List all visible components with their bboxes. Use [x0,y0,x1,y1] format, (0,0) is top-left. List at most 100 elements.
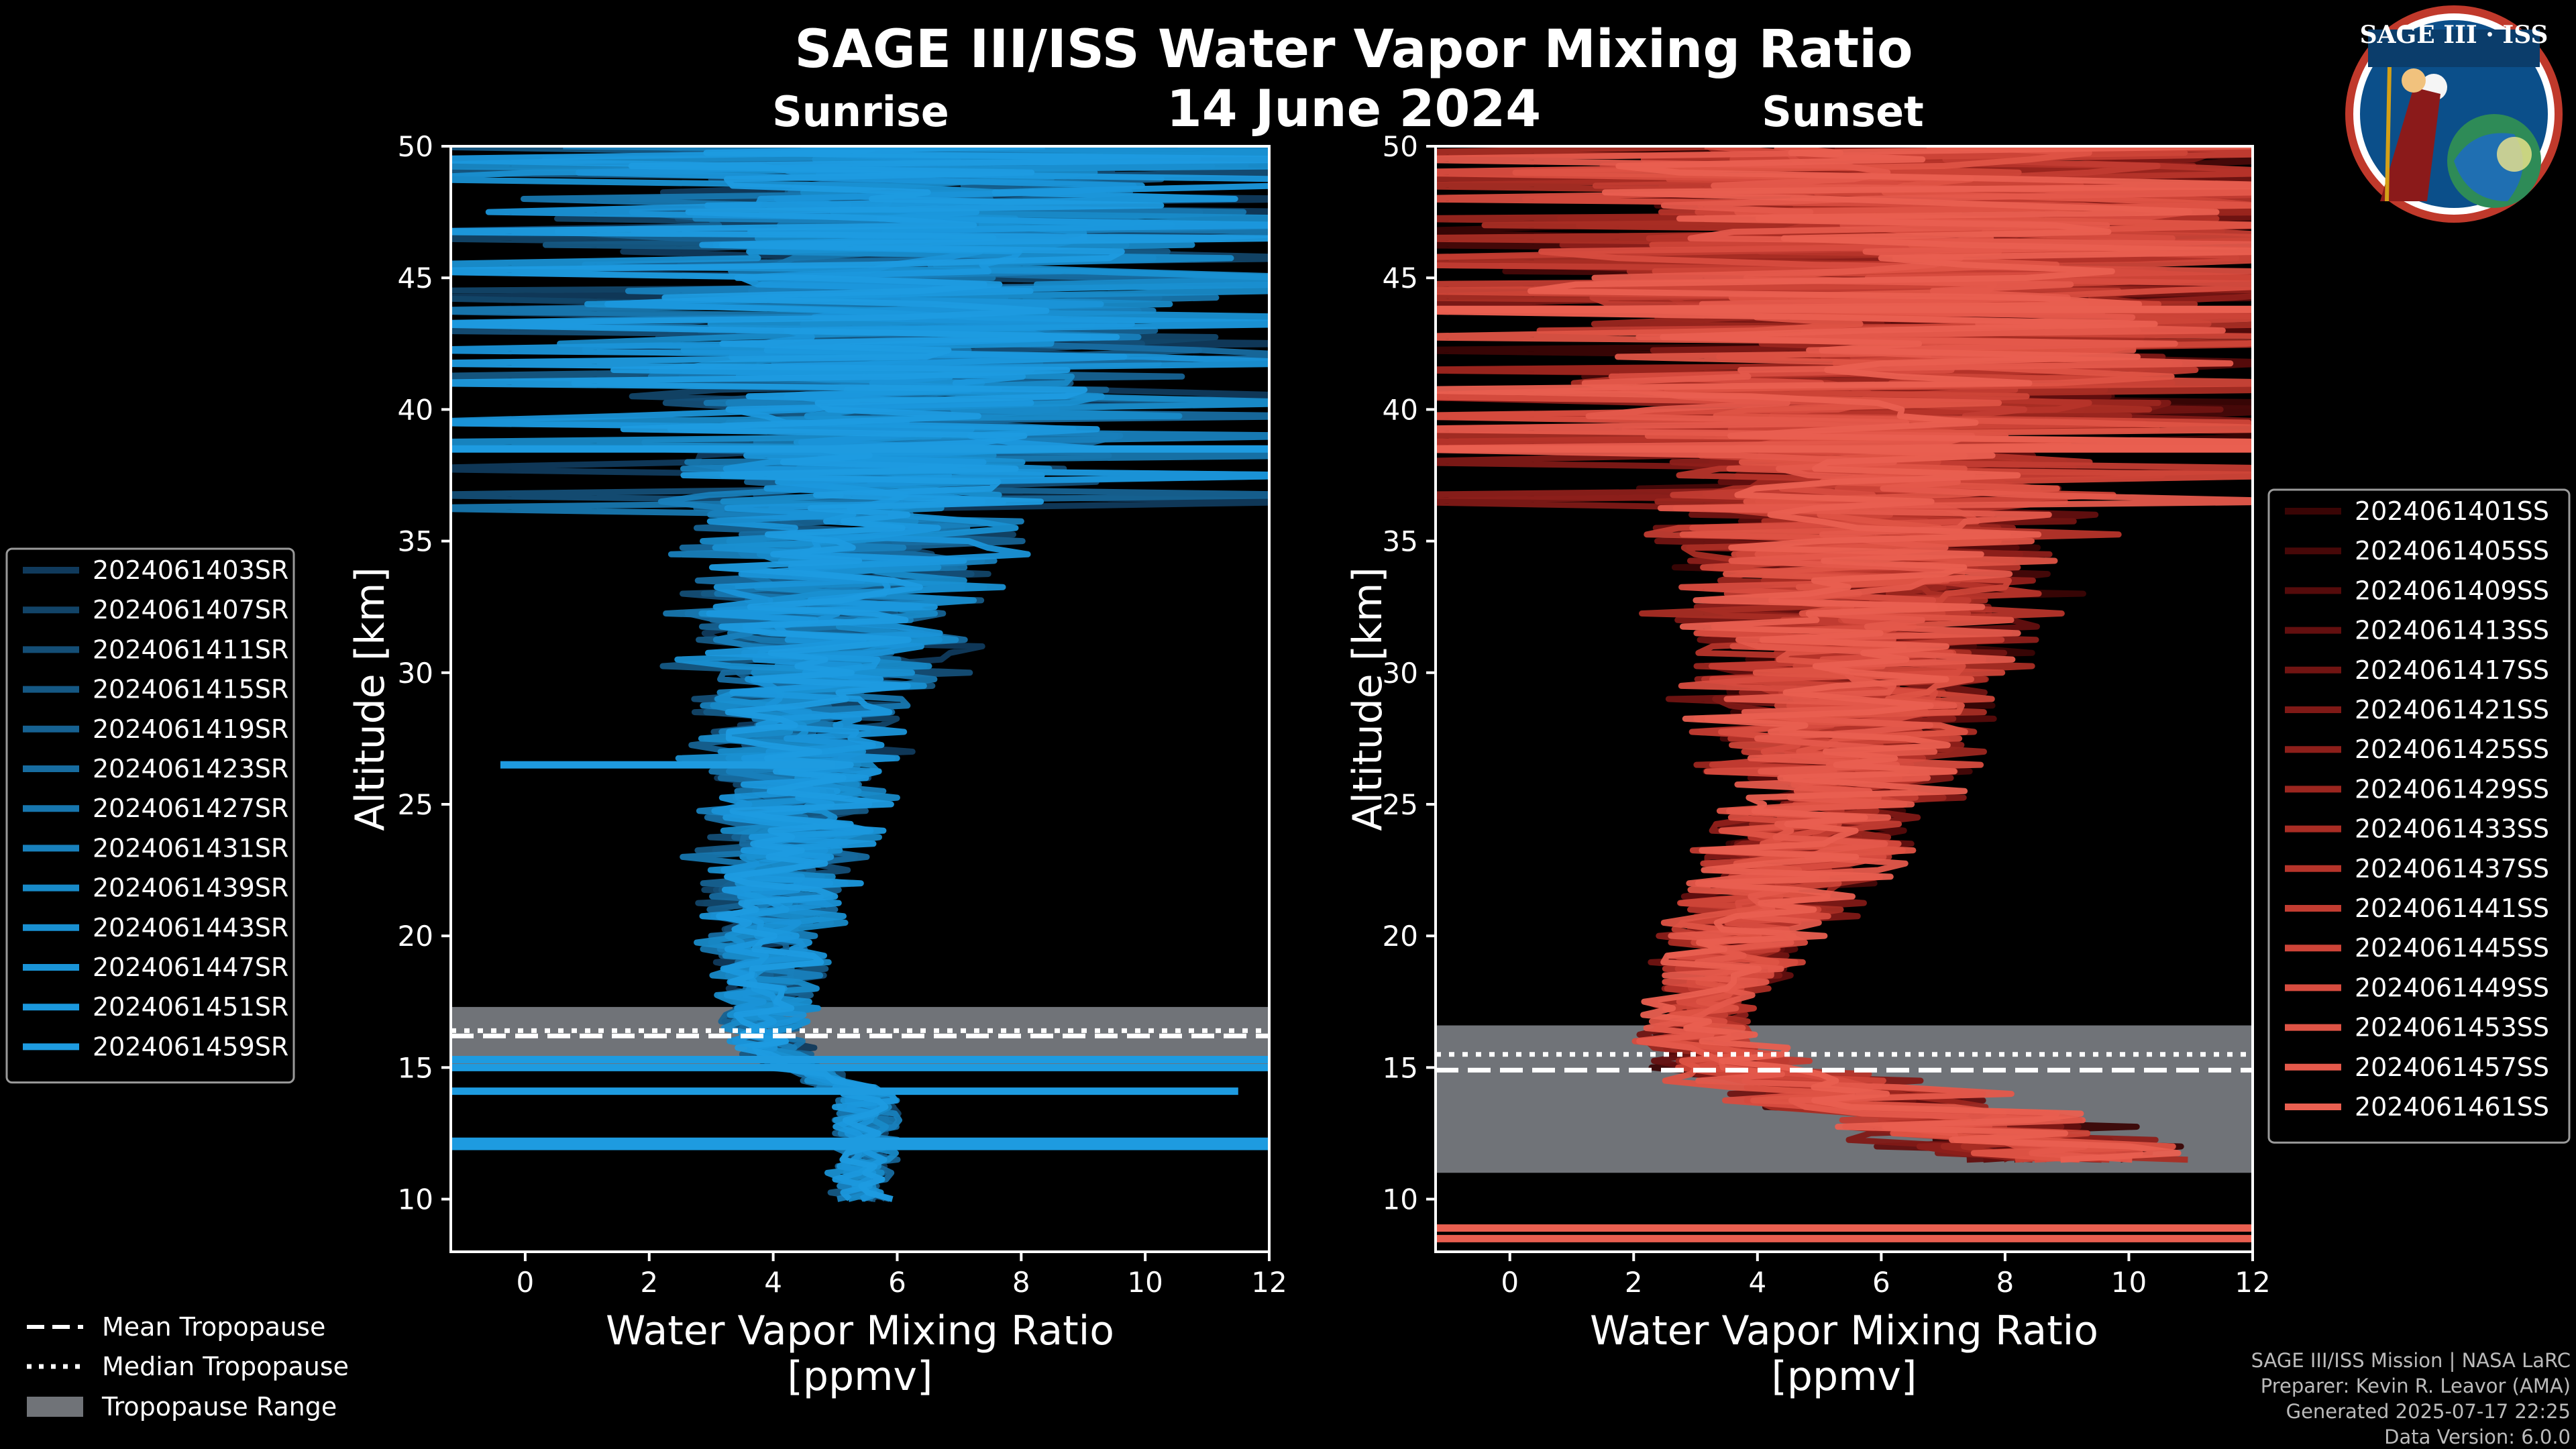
x-axis-unit: [ppmv] [788,1353,933,1400]
plot-content [451,146,1269,1202]
y-tick-label: 20 [398,920,433,953]
tropopause-range-label: Tropopause Range [101,1392,337,1421]
y-axis-label: Altitude [km] [1344,567,1391,831]
y-tick-label: 15 [398,1051,433,1084]
y-tick-label: 50 [1383,130,1418,163]
legend-item-label: 2024061419SR [93,714,288,744]
tropopause-range-swatch [27,1397,83,1417]
y-tick-label: 45 [398,262,433,294]
legend-item-label: 2024061409SS [2355,576,2549,605]
x-tick-label: 2 [1625,1266,1643,1299]
plot-frame [1434,145,2254,1253]
logo-staff [2385,66,2392,202]
y-tick-label: 25 [1383,788,1418,821]
legend-item-label: 2024061439SR [93,873,288,903]
y-tick-label: 35 [398,525,433,558]
x-tick-label: 10 [1127,1266,1163,1299]
legend-item-label: 2024061413SS [2355,616,2549,645]
y-tick-label: 50 [398,130,433,163]
sunrise-chart: 0 2 4 6 8 10 12 10 15 20 25 30 35 40 45 50 Water Vapor M… [347,130,1287,1400]
legend-item-label: 2024061401SS [2355,496,2549,526]
y-tick-label: 40 [398,393,433,426]
x-tick-label: 0 [1501,1266,1519,1299]
legend-item-label: 2024061437SS [2355,854,2549,883]
logo-figure-head [2402,68,2426,93]
tropopause-legend: Mean Tropopause Median Tropopause Tropop… [27,1312,349,1421]
x-tick-label: 6 [888,1266,906,1299]
legend-box [2267,488,2571,1144]
sage-iii-iss-logo: SAGE III · ISS [2345,5,2563,223]
legend-item-label: 2024061457SS [2355,1053,2549,1082]
logo-title: SAGE III · ISS [2360,21,2548,49]
plot-content [1436,146,2253,1242]
sunrise-panel-title: Sunrise [772,87,949,136]
y-tick-label: 30 [1383,657,1418,690]
series-line-2024061451SR [451,146,1269,1201]
x-tick-label: 10 [2111,1266,2147,1299]
median-tropopause-label: Median Tropopause [102,1352,349,1381]
credit-line: SAGE III/ISS Mission | NASA LaRC [2251,1349,2571,1372]
logo-banner [2368,30,2540,67]
y-tick-label: 35 [1383,525,1418,558]
y-tick-label: 15 [1383,1051,1418,1084]
figure-date: 14 June 2024 [1167,78,1541,138]
logo-figure [2380,87,2440,201]
sunset-panel-title: Sunset [1762,87,1924,136]
y-axis-label: Altitude [km] [347,567,394,831]
x-tick-label: 8 [1996,1266,2015,1299]
x-tick-label: 8 [1012,1266,1030,1299]
credit-line: Preparer: Kevin R. Leavor (AMA) [2261,1375,2571,1397]
legend-item-label: 2024061411SR [93,635,288,664]
sunset-chart: 0 2 4 6 8 10 12 10 15 20 25 30 35 40 45 50 Water Vapor M… [1344,130,2271,1400]
legend-item-label: 2024061443SR [93,913,288,943]
y-tick-label: 25 [398,788,433,821]
legend-item-label: 2024061421SS [2355,695,2549,724]
legend-item-label: 2024061447SR [93,953,288,982]
series-line-2024061459SR [451,146,1269,1202]
logo-beacon [2497,137,2532,172]
legend-item-label: 2024061449SS [2355,973,2549,1002]
x-tick-label: 12 [1251,1266,1287,1299]
legend-item-label: 2024061433SS [2355,814,2549,844]
series-line-2024061461SS [1436,146,2253,1163]
legend-item-label: 2024061407SR [93,595,288,625]
x-axis-label: Water Vapor Mixing Ratio [1590,1307,2098,1354]
x-tick-label: 12 [2235,1266,2270,1299]
y-tick-label: 30 [398,657,433,690]
x-axis-label: Water Vapor Mixing Ratio [606,1307,1114,1354]
credit-line: Generated 2025-07-17 22:25 [2286,1400,2571,1423]
x-tick-label: 4 [1748,1266,1766,1299]
legend-item-label: 2024061453SS [2355,1013,2549,1042]
legend-item-label: 2024061441SS [2355,894,2549,923]
y-tick-label: 40 [1383,393,1418,426]
legend-item-label: 2024061425SS [2355,735,2549,764]
legend-item-label: 2024061403SR [93,555,288,585]
y-tick-label: 10 [1383,1183,1418,1216]
legend-item-label: 2024061461SS [2355,1092,2549,1122]
plot-frame [449,145,1271,1253]
figure-title: SAGE III/ISS Water Vapor Mixing Ratio [794,19,1913,80]
x-tick-label: 2 [640,1266,658,1299]
y-tick-label: 20 [1383,920,1418,953]
legend-item-label: 2024061423SR [93,754,288,784]
y-tick-label: 45 [1383,262,1418,294]
x-axis-unit: [ppmv] [1772,1353,1917,1400]
legend-box [5,547,295,1084]
credits: SAGE III/ISS Mission | NASA LaRC Prepare… [2251,1349,2571,1448]
y-tick-label: 10 [398,1183,433,1216]
mean-tropopause-label: Mean Tropopause [102,1312,325,1342]
legend-item-label: 2024061431SR [93,833,288,863]
x-tick-label: 0 [517,1266,535,1299]
legend-item-label: 2024061415SR [93,675,288,704]
legend-item-label: 2024061417SS [2355,655,2549,685]
x-tick-label: 4 [764,1266,782,1299]
legend-item-label: 2024061429SS [2355,774,2549,804]
x-tick-label: 6 [1872,1266,1890,1299]
legend-item-label: 2024061427SR [93,794,288,823]
legend-item-label: 2024061405SS [2355,536,2549,566]
legend-item-label: 2024061445SS [2355,933,2549,963]
sunset-legend: 2024061401SS 2024061405SS 2024061409SS 2024… [2267,488,2571,1144]
legend-item-label: 2024061451SR [93,992,288,1022]
legend-item-label: 2024061459SR [93,1032,288,1061]
